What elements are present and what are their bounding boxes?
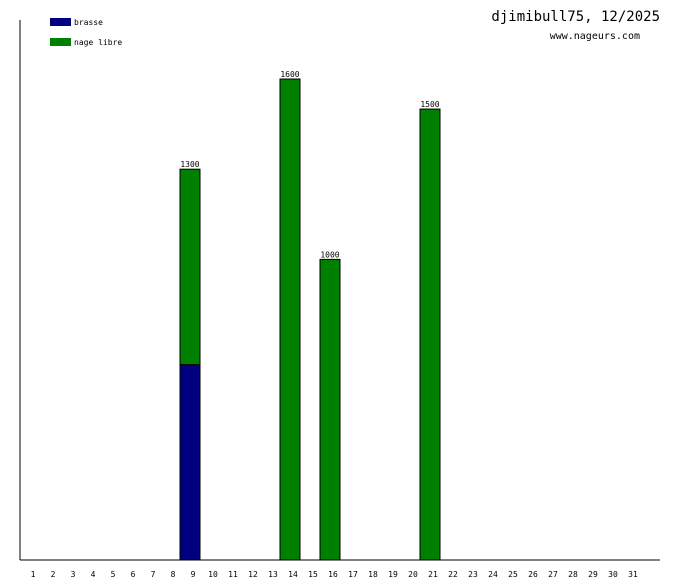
- x-tick-label: 13: [268, 570, 278, 579]
- x-tick-label: 27: [548, 570, 558, 579]
- data-label: 1300: [180, 160, 199, 169]
- legend-swatch: [50, 18, 71, 26]
- x-tick-label: 28: [568, 570, 578, 579]
- x-tick-label: 24: [488, 570, 498, 579]
- x-tick-label: 12: [248, 570, 258, 579]
- legend-label: brasse: [74, 18, 103, 27]
- bar-nage-libre: [179, 168, 201, 366]
- x-tick-label: 22: [448, 570, 458, 579]
- x-tick-label: 4: [91, 570, 96, 579]
- x-tick-label: 6: [131, 570, 136, 579]
- x-tick-label: 23: [468, 570, 478, 579]
- x-tick-label: 30: [608, 570, 618, 579]
- x-tick-label: 21: [428, 570, 438, 579]
- legend-label: nage libre: [74, 38, 122, 47]
- x-tick-label: 15: [308, 570, 318, 579]
- x-tick-label: 17: [348, 570, 358, 579]
- x-tick-label: 19: [388, 570, 398, 579]
- x-tick-label: 9: [191, 570, 196, 579]
- data-label: 1600: [280, 70, 299, 79]
- data-label: 1000: [320, 250, 339, 259]
- x-tick-label: 31: [628, 570, 638, 579]
- x-tick-label: 8: [171, 570, 176, 579]
- data-label: 1500: [420, 100, 439, 109]
- x-tick-label: 7: [151, 570, 156, 579]
- x-tick-label: 29: [588, 570, 598, 579]
- bar-brasse: [179, 364, 201, 561]
- legend-swatch: [50, 38, 71, 46]
- x-tick-label: 16: [328, 570, 338, 579]
- chart-subtitle: www.nageurs.com: [549, 31, 640, 42]
- x-tick-label: 25: [508, 570, 518, 579]
- x-tick-label: 11: [228, 570, 238, 579]
- x-tick-label: 14: [288, 570, 298, 579]
- x-tick-label: 26: [528, 570, 538, 579]
- x-tick-label: 20: [408, 570, 418, 579]
- bar-nage-libre: [319, 258, 341, 561]
- x-tick-label: 18: [368, 570, 378, 579]
- x-tick-label: 3: [71, 570, 76, 579]
- chart-title: djimibull75, 12/2025: [491, 9, 660, 25]
- bar-nage-libre: [419, 108, 441, 561]
- bar-nage-libre: [279, 78, 301, 561]
- x-tick-label: 1: [31, 570, 36, 579]
- x-tick-label: 10: [208, 570, 218, 579]
- x-tick-label: 5: [111, 570, 116, 579]
- x-tick-label: 2: [51, 570, 56, 579]
